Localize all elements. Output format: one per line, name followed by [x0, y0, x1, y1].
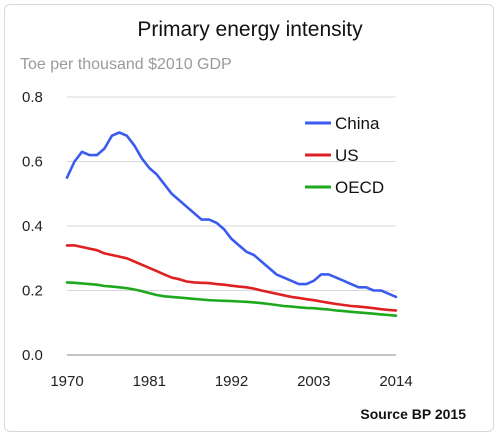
chart-source: Source BP 2015 — [360, 406, 466, 422]
series-line-oecd — [65, 281, 398, 318]
y-tick-label: 0.8 — [22, 89, 43, 106]
series-line-us — [65, 244, 398, 312]
x-tick-label: 1970 — [50, 373, 83, 390]
series-line-china — [65, 131, 398, 299]
y-tick-label: 0.6 — [22, 154, 43, 171]
grid-lines — [67, 96, 396, 356]
legend-label: China — [335, 114, 380, 133]
y-tick-label: 0.2 — [22, 283, 43, 300]
legend-label: US — [335, 146, 359, 165]
x-tick-label: 2003 — [297, 373, 330, 390]
chart-subtitle: Toe per thousand $2010 GDP — [20, 56, 232, 73]
x-axis-ticks: 1970 1981 1992 2003 2014 — [50, 373, 412, 390]
chart-frame — [4, 4, 494, 432]
legend: China US OECD — [305, 114, 384, 197]
series-lines — [65, 131, 398, 318]
x-tick-label: 2014 — [379, 373, 412, 390]
x-tick-label: 1981 — [133, 373, 166, 390]
y-tick-label: 0.0 — [22, 347, 43, 364]
chart-title: Primary energy intensity — [137, 18, 363, 41]
y-tick-label: 0.4 — [22, 218, 43, 235]
x-tick-label: 1992 — [215, 373, 248, 390]
y-axis-ticks: 0.0 0.2 0.4 0.6 0.8 — [22, 89, 43, 364]
legend-label: OECD — [335, 178, 384, 197]
